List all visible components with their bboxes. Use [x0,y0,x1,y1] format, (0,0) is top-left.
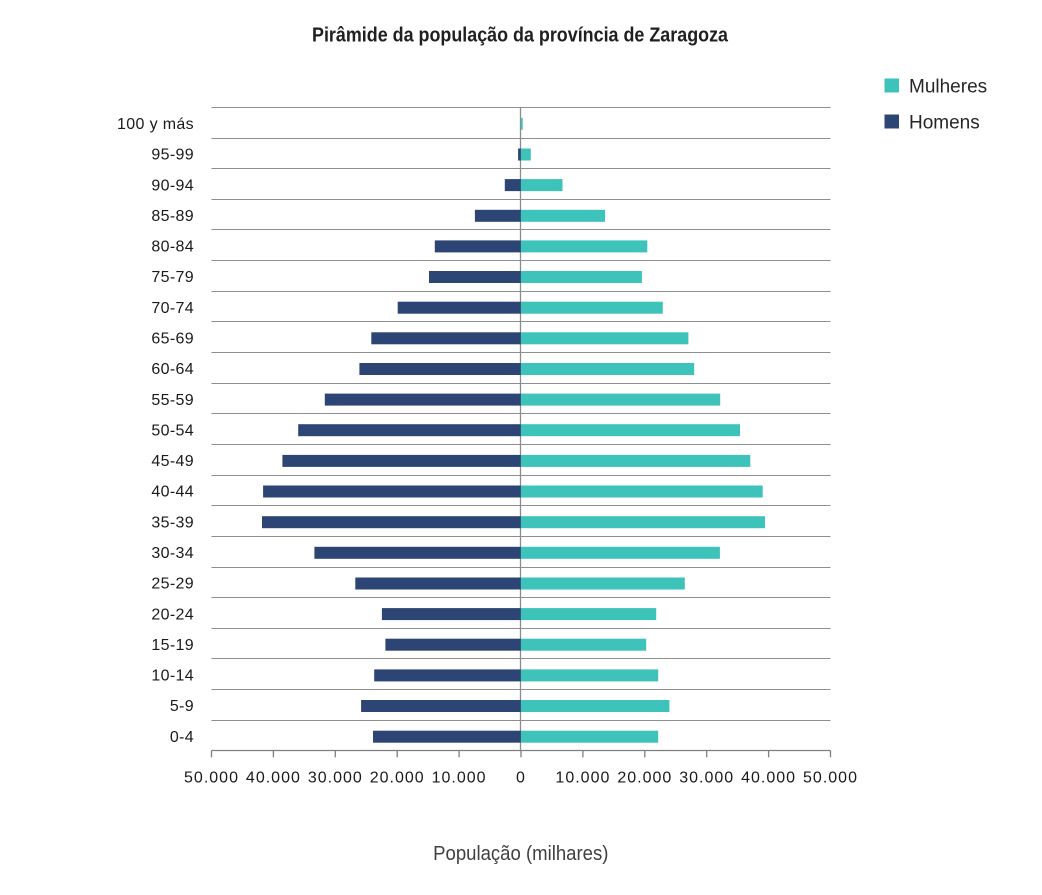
svg-text:15-19: 15-19 [151,637,194,654]
svg-text:60-64: 60-64 [151,361,194,378]
svg-text:0-4: 0-4 [170,729,194,746]
svg-text:0: 0 [516,770,526,787]
svg-text:População (milhares): População (milhares) [433,843,608,865]
svg-text:50-54: 50-54 [151,422,194,439]
svg-text:100 y más: 100 y más [117,116,194,133]
svg-text:10-14: 10-14 [151,668,194,685]
svg-text:20.000: 20.000 [617,770,672,787]
svg-text:35-39: 35-39 [151,514,194,531]
svg-text:45-49: 45-49 [151,453,194,470]
svg-text:55-59: 55-59 [151,392,194,409]
svg-text:30.000: 30.000 [679,770,734,787]
svg-text:65-69: 65-69 [151,331,194,348]
svg-text:30-34: 30-34 [151,545,194,562]
svg-text:30.000: 30.000 [308,770,363,787]
svg-text:20-24: 20-24 [151,606,194,623]
svg-text:70-74: 70-74 [151,300,194,317]
svg-text:20.000: 20.000 [370,770,425,787]
svg-text:Pirâmide da população da proví: Pirâmide da população da província de Za… [312,25,729,47]
svg-text:10.000: 10.000 [555,770,610,787]
svg-text:40.000: 40.000 [246,770,301,787]
svg-text:75-79: 75-79 [151,269,194,286]
svg-text:95-99: 95-99 [151,147,194,164]
svg-text:10.000: 10.000 [432,770,487,787]
svg-text:50.000: 50.000 [184,770,239,787]
svg-text:25-29: 25-29 [151,576,194,593]
svg-text:Homens: Homens [909,112,980,133]
svg-text:90-94: 90-94 [151,177,194,194]
svg-text:80-84: 80-84 [151,239,194,256]
svg-text:85-89: 85-89 [151,208,194,225]
svg-text:40-44: 40-44 [151,484,194,501]
svg-text:5-9: 5-9 [170,698,194,715]
svg-text:40.000: 40.000 [741,770,796,787]
svg-text:50.000: 50.000 [803,770,858,787]
svg-text:Mulheres: Mulheres [909,76,987,97]
